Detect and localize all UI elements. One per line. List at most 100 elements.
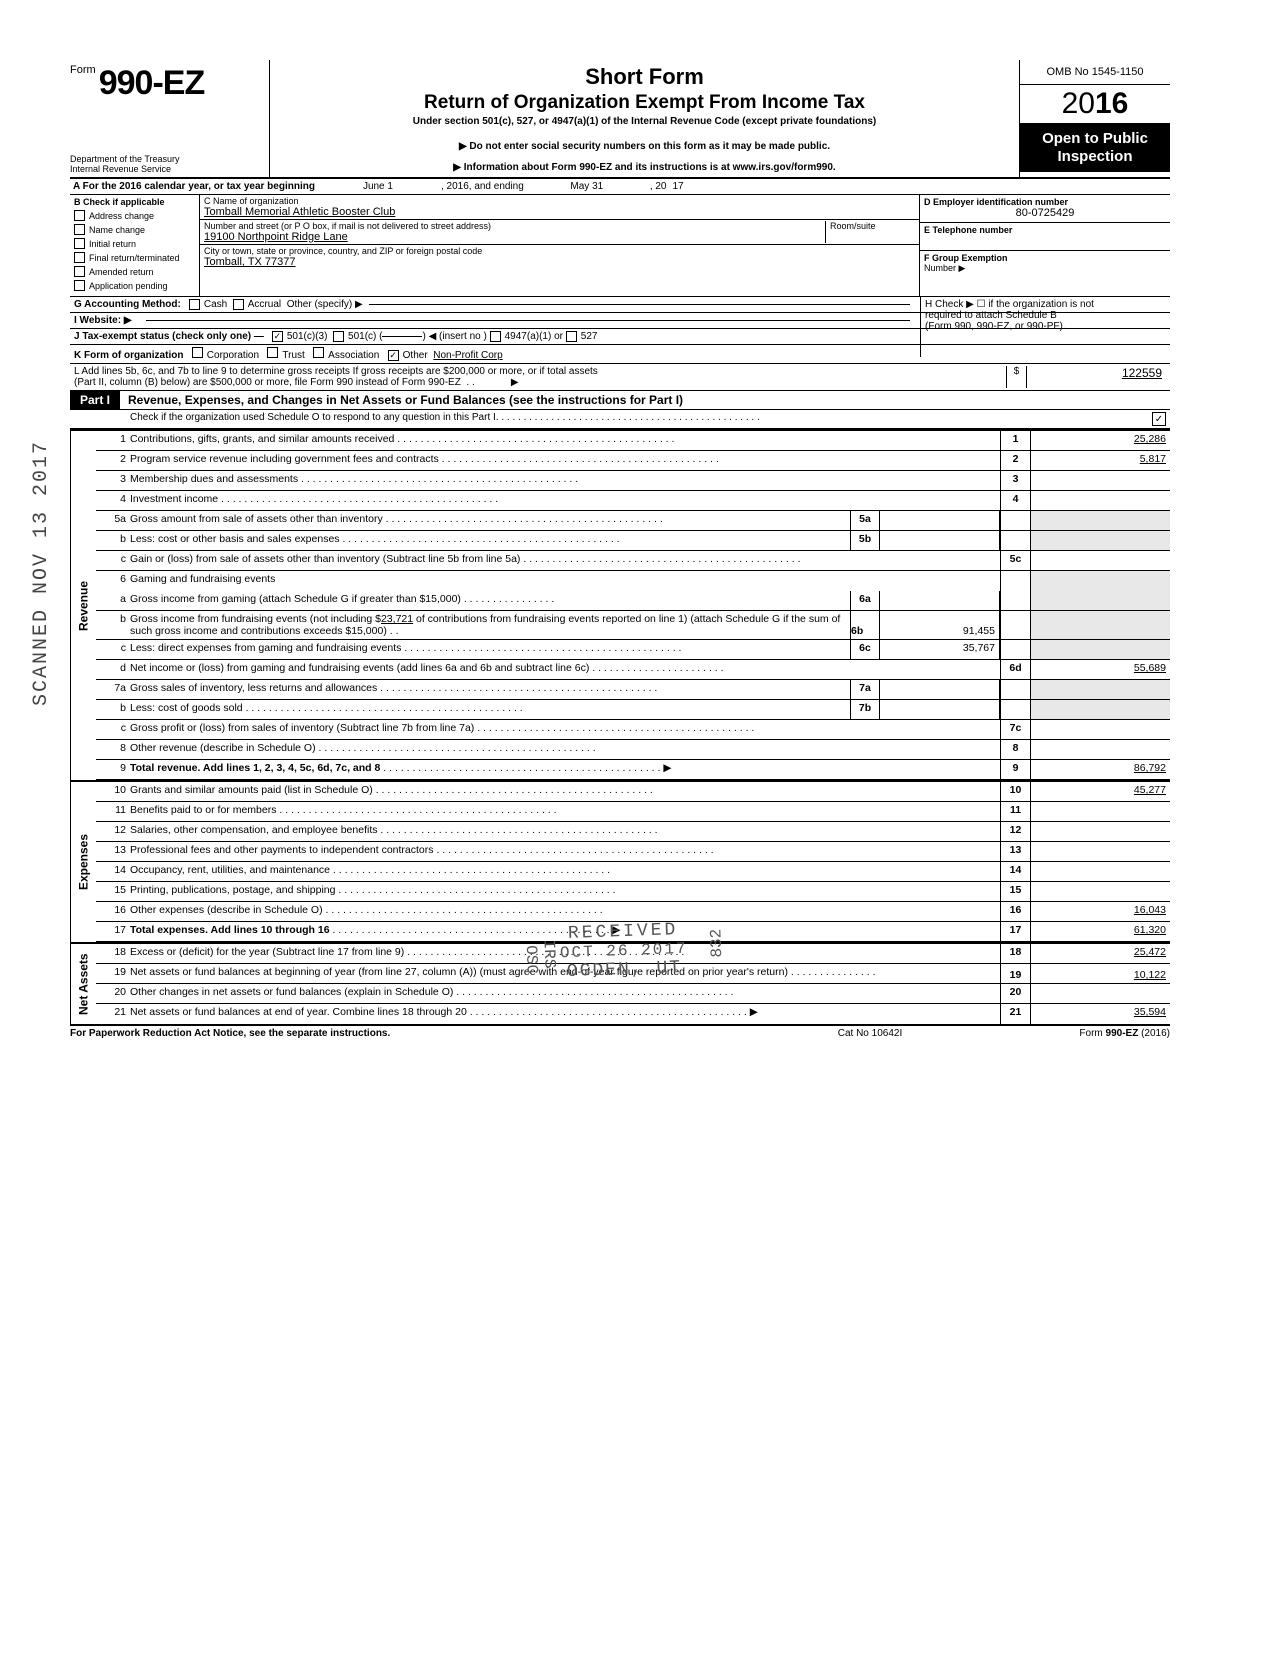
row-a-mid: , 2016, and ending [438, 181, 527, 192]
c-name-row: C Name of organization Tomball Memorial … [200, 195, 919, 220]
line-10: 10Grants and similar amounts paid (list … [96, 782, 1170, 802]
chk-501c[interactable] [333, 331, 344, 342]
row-l: L Add lines 5b, 6c, and 7b to line 9 to … [70, 364, 1170, 391]
short-form-label: Short Form [278, 64, 1011, 90]
contrib-amount: 23,721 [381, 613, 413, 625]
line-17: 17Total expenses. Add lines 10 through 1… [96, 922, 1170, 942]
chk-name-change[interactable]: Name change [74, 224, 195, 235]
l-amount: 122559 [1026, 366, 1166, 388]
e-tel-row: E Telephone number [920, 223, 1170, 251]
header-left: Form 990-EZ Department of the Treasury I… [70, 60, 270, 177]
col-c-org: C Name of organization Tomball Memorial … [200, 195, 920, 296]
row-a-yr: 17 [670, 181, 687, 192]
h-line2: required to attach Schedule B [925, 310, 1166, 321]
form-subtitle: Under section 501(c), 527, or 4947(a)(1)… [278, 116, 1011, 127]
sched-o-checkbox[interactable]: ✓ [1152, 412, 1166, 426]
sched-o-text: Check if the organization used Schedule … [130, 412, 496, 426]
line-18: 18Excess or (deficit) for the year (Subt… [96, 944, 1170, 964]
line-7a: 7aGross sales of inventory, less returns… [96, 680, 1170, 700]
f-group-row: F Group Exemption Number ▶ [920, 251, 1170, 279]
ein-value: 80-0725429 [924, 207, 1166, 219]
line-13: 13Professional fees and other payments t… [96, 842, 1170, 862]
line-5a: 5aGross amount from sale of assets other… [96, 511, 1170, 531]
row-a-tail: , 20 [647, 181, 670, 192]
line-19: 19Net assets or fund balances at beginni… [96, 964, 1170, 984]
line-6d: dNet income or (loss) from gaming and fu… [96, 660, 1170, 680]
c-name-label: C Name of organization [204, 196, 915, 206]
org-address: 19100 Northpoint Ridge Lane [204, 231, 825, 243]
line-4: 4Investment income4 [96, 491, 1170, 511]
department-block: Department of the Treasury Internal Reve… [70, 155, 263, 175]
line-6: 6Gaming and fundraising events [96, 571, 1170, 591]
footer: For Paperwork Reduction Act Notice, see … [70, 1026, 1170, 1039]
line-14: 14Occupancy, rent, utilities, and mainte… [96, 862, 1170, 882]
chk-cash[interactable] [189, 299, 200, 310]
g-label: G Accounting Method: [74, 299, 181, 310]
vlabel-revenue: Revenue [70, 431, 96, 780]
chk-address-change[interactable]: Address change [74, 210, 195, 221]
chk-501c3[interactable]: ✓ [272, 331, 283, 342]
chk-final-return[interactable]: Final return/terminated [74, 252, 195, 263]
notice-info: ▶ Information about Form 990-EZ and its … [278, 162, 1011, 173]
chk-initial-return[interactable]: Initial return [74, 238, 195, 249]
f-grp-label2: Number ▶ [924, 263, 1166, 274]
row-a-label: A For the 2016 calendar year, or tax yea… [73, 181, 315, 192]
j-label: J Tax-exempt status (check only one) — [74, 331, 264, 342]
line-1: 1Contributions, gifts, grants, and simil… [96, 431, 1170, 451]
chk-app-pending[interactable]: Application pending [74, 280, 195, 291]
line-20: 20Other changes in net assets or fund ba… [96, 984, 1170, 1004]
line-7b: bLess: cost of goods sold7b [96, 700, 1170, 720]
j-insert: ) ◀ (insert no ) [422, 331, 486, 342]
line-7c: cGross profit or (loss) from sales of in… [96, 720, 1170, 740]
form-number: Form 990-EZ [70, 64, 263, 103]
form-word: Form [70, 64, 96, 76]
chk-4947[interactable] [490, 331, 501, 342]
info-grid: B Check if applicable Address change Nam… [70, 195, 1170, 297]
line-21: 21Net assets or fund balances at end of … [96, 1004, 1170, 1024]
line-6c: cLess: direct expenses from gaming and f… [96, 640, 1170, 660]
footer-cat: Cat No 10642I [770, 1028, 970, 1039]
l-text2: (Part II, column (B) below) are $500,000… [74, 377, 461, 388]
h-line1: H Check ▶ ☐ if the organization is not [925, 299, 1166, 310]
part1-title: Revenue, Expenses, and Changes in Net As… [120, 393, 683, 407]
i-label: I Website: ▶ [74, 315, 132, 326]
form-number-text: 990-EZ [99, 64, 205, 102]
dollar-sign: $ [1006, 366, 1026, 388]
line-8: 8Other revenue (describe in Schedule O)8 [96, 740, 1170, 760]
line-15: 15Printing, publications, postage, and s… [96, 882, 1170, 902]
notice-ssn: ▶ Do not enter social security numbers o… [278, 141, 1011, 152]
line-16: 16Other expenses (describe in Schedule O… [96, 902, 1170, 922]
year-end: May 31 [527, 181, 647, 192]
c-city-row: City or town, state or province, country… [200, 245, 919, 269]
part1-header: Part I Revenue, Expenses, and Changes in… [70, 391, 1170, 410]
header-center: Short Form Return of Organization Exempt… [270, 60, 1020, 177]
form-title: Return of Organization Exempt From Incom… [278, 92, 1011, 114]
chk-trust[interactable] [267, 347, 278, 358]
chk-accrual[interactable] [233, 299, 244, 310]
open-to-public: Open to Public Inspection [1020, 124, 1170, 172]
room-suite-label: Room/suite [825, 221, 915, 243]
line-5b: bLess: cost or other basis and sales exp… [96, 531, 1170, 551]
chk-other-org[interactable]: ✓ [388, 350, 399, 361]
c-addr-row: Number and street (or P O box, if mail i… [200, 220, 919, 245]
form-990ez: Form 990-EZ Department of the Treasury I… [70, 60, 1170, 1039]
chk-527[interactable] [566, 331, 577, 342]
expenses-section: Expenses 10Grants and similar amounts pa… [70, 780, 1170, 942]
revenue-section: Revenue 1Contributions, gifts, grants, a… [70, 429, 1170, 780]
year-begin: June 1 [318, 181, 438, 192]
g-other: Other (specify) ▶ [287, 299, 363, 310]
d-ein-row: D Employer identification number 80-0725… [920, 195, 1170, 223]
chk-amended[interactable]: Amended return [74, 266, 195, 277]
chk-assoc[interactable] [313, 347, 324, 358]
sched-o-row: Check if the organization used Schedule … [70, 410, 1170, 429]
dept-line2: Internal Revenue Service [70, 165, 263, 175]
form-header: Form 990-EZ Department of the Treasury I… [70, 60, 1170, 179]
e-tel-label: E Telephone number [924, 225, 1166, 235]
c-city-label: City or town, state or province, country… [204, 246, 915, 256]
chk-corp[interactable] [192, 347, 203, 358]
line-3: 3Membership dues and assessments3 [96, 471, 1170, 491]
line-2: 2Program service revenue including gover… [96, 451, 1170, 471]
header-right: OMB No 1545-1150 2016 Open to Public Ins… [1020, 60, 1170, 177]
k-other-val: Non-Profit Corp [433, 350, 502, 361]
open-line1: Open to Public [1020, 130, 1170, 148]
